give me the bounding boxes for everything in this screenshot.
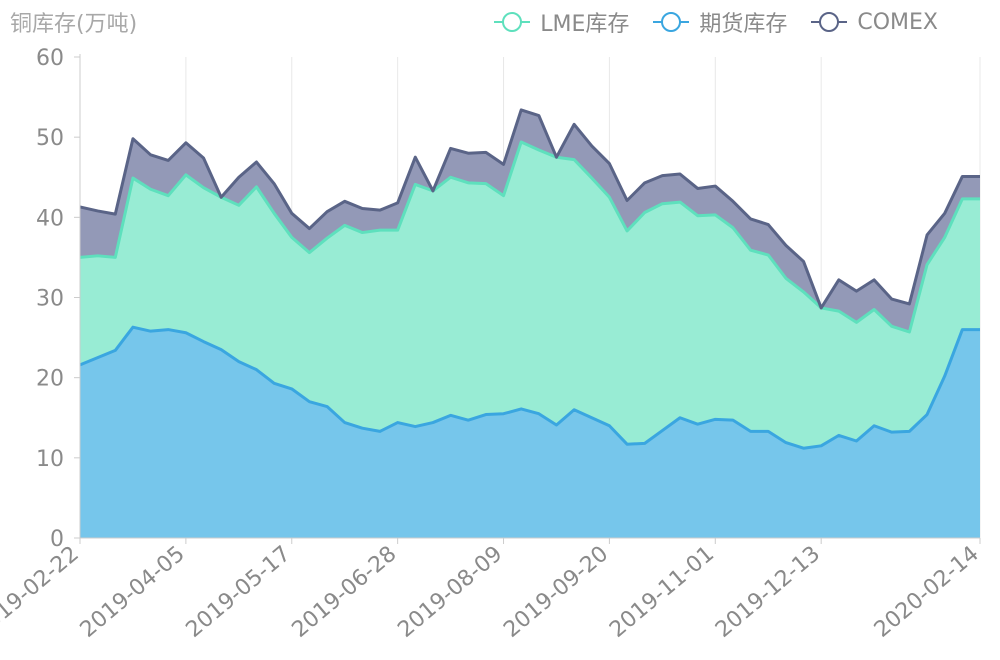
area-line-series-0 xyxy=(79,325,980,450)
legend-marker-lme-icon xyxy=(494,12,531,32)
chart-title: 铜库存(万吨) xyxy=(10,12,138,37)
x-tick-label-7: 2019-12-13 xyxy=(711,541,825,642)
x-tick-label-0: 2019-02-22 xyxy=(0,541,84,642)
legend-item-futures[interactable]: 期货库存 xyxy=(651,6,787,38)
legend-marker-comex-icon xyxy=(811,12,848,32)
area-fill-series-2 xyxy=(80,109,980,332)
x-tick-label-5: 2019-09-20 xyxy=(499,541,613,642)
y-tick-label-4: 40 xyxy=(36,206,64,231)
chart-legend: LME库存 期货库存 COMEX xyxy=(492,6,938,38)
x-tick-label-3: 2019-06-28 xyxy=(287,541,401,642)
legend-item-comex[interactable]: COMEX xyxy=(809,10,938,35)
y-tick-label-5: 50 xyxy=(36,126,64,151)
legend-label-comex: COMEX xyxy=(857,9,938,35)
y-tick-label-0: 0 xyxy=(50,527,64,552)
y-tick-label-3: 30 xyxy=(36,287,64,312)
legend-item-lme[interactable]: LME库存 xyxy=(492,6,629,38)
y-tick-label-6: 60 xyxy=(36,46,64,71)
y-tick-label-2: 20 xyxy=(36,367,64,392)
area-line-series-2 xyxy=(79,108,980,310)
x-tick-label-2: 2019-05-17 xyxy=(182,541,296,642)
area-fill-series-0 xyxy=(80,327,980,538)
area-line-series-1 xyxy=(79,140,980,334)
legend-marker-futures-icon xyxy=(653,12,690,32)
y-tick-label-1: 10 xyxy=(36,447,64,472)
x-tick-label-4: 2019-08-09 xyxy=(393,541,507,642)
x-tick-label-8: 2020-02-14 xyxy=(870,541,984,642)
area-fill-series-1 xyxy=(80,141,980,449)
x-tick-label-1: 2019-04-05 xyxy=(76,541,190,642)
x-tick-label-6: 2019-11-01 xyxy=(605,541,719,642)
legend-label-lme: LME库存 xyxy=(540,12,630,37)
axes xyxy=(74,54,981,544)
area-series xyxy=(79,108,980,538)
legend-label-futures: 期货库存 xyxy=(699,12,788,37)
